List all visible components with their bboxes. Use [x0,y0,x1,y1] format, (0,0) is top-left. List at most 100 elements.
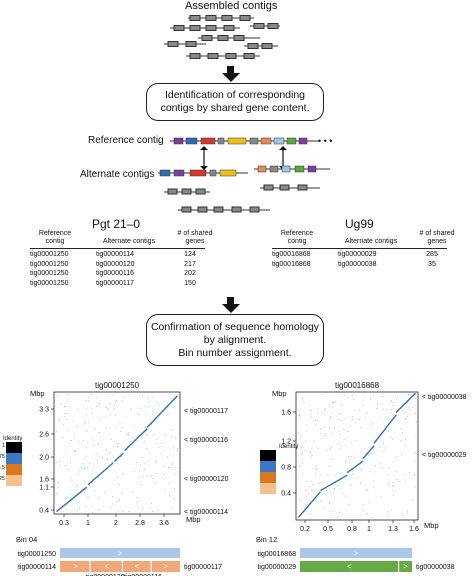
alignment-dot [121,400,123,402]
alignment-dot [58,420,60,422]
alignment-dot [363,509,365,511]
alignment-dot [56,431,58,433]
alignment-dot [302,459,304,461]
alignment-dot [98,455,100,457]
alignment-dot [109,402,111,404]
alternate-bar-label: tig00000038 [416,564,455,571]
alignment-dot [137,412,139,414]
alignment-dot [338,412,340,414]
double-arrow-icon [200,146,208,170]
alignment-dot [97,406,99,408]
alignment-dot [388,481,390,483]
bin-label: Bin 04 [16,535,37,544]
alignment-dot [169,495,170,497]
alignment-dot [96,406,97,407]
alt-contig-label: < tig00000114 [184,509,228,516]
alignment-dot [341,419,343,421]
x-tick-label: 0.2 [300,526,310,533]
alignment-dot [392,461,394,463]
alignment-dot [93,466,95,468]
alignment-dot [151,424,153,426]
alignment-dot [411,407,413,408]
alignment-dot [382,450,384,452]
alignment-dot [122,510,124,512]
reference-bar-label: tig00016868 [257,551,296,558]
alignment-dot [85,408,87,410]
alignment-dot [88,400,90,402]
legend-swatch [260,472,276,483]
alignment-dot [331,511,333,513]
alignment-dot [340,512,342,514]
direction-arrow-icon: < [134,562,139,571]
alignment-dot [400,440,402,442]
alignment-dot [409,472,411,473]
alignment-dot [164,489,166,491]
alignment-dot [356,477,358,479]
alignment-dot [316,468,318,470]
alignment-dot [115,401,117,403]
alignment-dot [92,469,94,471]
alt-contig-label: < tig00000029 [422,452,467,459]
alignment-dot [330,458,332,460]
alignment-dot [129,441,131,443]
legend-swatch [260,450,276,461]
alignment-dot [315,468,317,470]
alignment-dot [99,431,100,433]
alignment-dot [65,452,67,454]
alignment-dot [144,406,146,408]
alignment-dot [156,443,158,445]
alignment-dot [117,446,119,448]
alignment-segment [56,486,88,513]
alignment-dot [343,492,345,494]
alignment-dot [91,408,93,410]
alternate-bar-label: tig00000117 [184,564,222,571]
alignment-dot [360,468,362,470]
alignment-dot [380,446,382,448]
alignment-dot [312,489,314,491]
alignment-dot [145,412,147,414]
alignment-dot [376,403,378,405]
alignment-dot [414,474,416,476]
alignment-dot [392,481,394,483]
alignment-dot [95,453,97,455]
alignment-dot [354,457,355,459]
alignment-dot [388,467,390,469]
alignment-dot [104,491,106,493]
alignment-dot [74,485,76,487]
alignment-dot [85,413,87,415]
alignment-dot [335,401,337,403]
plot-title: tig00016868 [335,381,380,390]
alignment-dot [168,413,170,415]
alignment-dot [370,424,372,426]
alignment-dot [60,403,62,405]
alignment-dot [328,405,330,407]
alignment-dot [98,477,100,478]
alignment-dot [127,432,129,434]
alignment-dot [116,446,118,448]
alignment-dot [369,501,370,503]
alignment-dot [84,423,86,424]
alignment-dot [311,456,313,458]
alignment-dot [326,450,328,452]
alignment-dot [67,394,69,395]
alignment-dot [331,412,333,414]
alignment-dot [81,488,83,490]
alignment-dot [172,462,174,464]
alignment-dot [310,416,312,418]
alignment-dot [153,475,155,477]
alignment-dot [110,414,112,416]
alignment-dot [317,408,319,410]
alignment-dot [367,489,369,491]
alignment-dot [168,467,170,468]
alignment-dot [352,398,354,400]
alignment-dot [122,473,124,475]
alignment-dot [306,489,308,491]
alignment-dot [307,493,309,495]
alignment-dot [396,479,398,481]
alignment-dot [91,506,93,508]
alignment-dot [120,431,122,433]
alignment-dot [76,510,78,512]
alignment-dot [372,422,374,424]
table-cell: tig00016868 [272,251,311,258]
alignment-dot [161,446,163,447]
